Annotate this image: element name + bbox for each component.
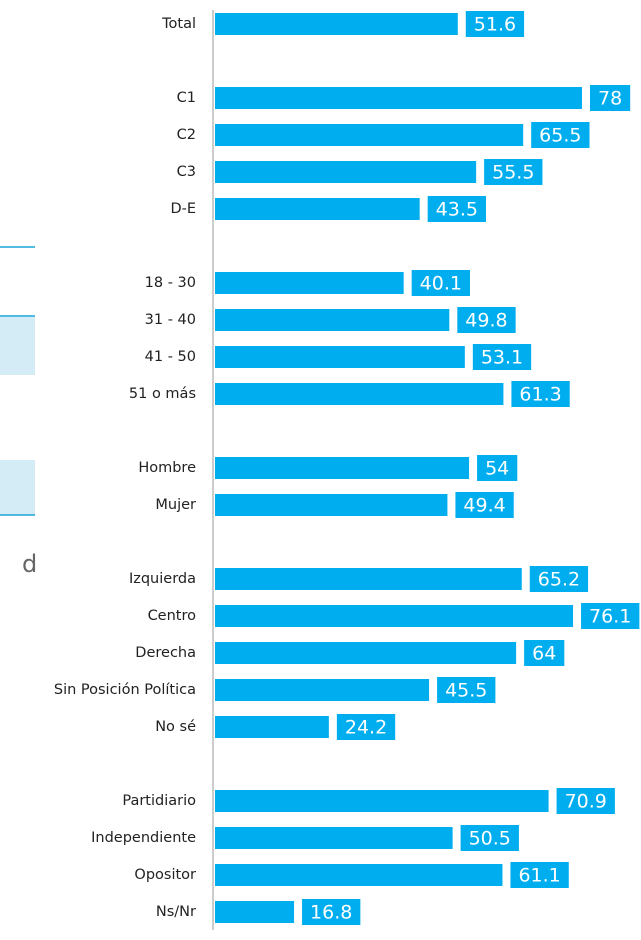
value-label-box <box>531 122 590 148</box>
bar <box>215 346 465 368</box>
value-label-box <box>455 492 514 518</box>
category-label: C2 <box>177 127 196 143</box>
category-label: Total <box>161 16 196 32</box>
value-label-box <box>524 640 565 666</box>
value-label: 54 <box>485 458 509 480</box>
value-label: 40.1 <box>420 273 462 295</box>
bar <box>215 198 420 220</box>
category-label: Ns/Nr <box>156 904 196 920</box>
value-label-box <box>589 85 631 111</box>
value-label: 50.5 <box>469 828 511 850</box>
value-label-box <box>437 677 496 703</box>
bar <box>215 605 574 627</box>
category-label: Derecha <box>135 645 196 661</box>
value-label: 45.5 <box>445 680 487 702</box>
value-label-box <box>581 603 640 629</box>
category-label: C3 <box>177 164 196 180</box>
value-label: 16.8 <box>310 902 352 924</box>
value-label-box <box>457 307 516 333</box>
bar <box>215 494 448 516</box>
bar <box>215 272 404 294</box>
bar <box>215 383 504 405</box>
value-label-box <box>529 566 589 592</box>
bar <box>215 13 458 35</box>
category-label: Sin Posición Política <box>54 682 196 698</box>
value-label-box <box>511 381 570 407</box>
value-label: 65.5 <box>539 125 581 147</box>
value-label-box <box>460 825 519 851</box>
value-label: 49.8 <box>465 310 507 332</box>
bar <box>215 87 582 109</box>
value-label: 51.6 <box>474 14 516 36</box>
value-label-box <box>302 899 361 925</box>
category-label: 51 o más <box>129 386 196 402</box>
bar <box>215 568 522 590</box>
category-label: 18 - 30 <box>145 275 196 291</box>
category-label: Hombre <box>138 460 196 476</box>
value-label: 49.4 <box>463 495 505 517</box>
bar <box>215 901 295 923</box>
value-label: 55.5 <box>492 162 534 184</box>
value-label: 76.1 <box>589 606 631 628</box>
value-label: 70.9 <box>565 791 607 813</box>
value-label-box <box>336 714 396 740</box>
value-label: 65.2 <box>538 569 580 591</box>
category-label: D-E <box>170 201 196 217</box>
bar <box>215 457 470 479</box>
value-label: 43.5 <box>436 199 478 221</box>
bar <box>215 309 450 331</box>
category-label: 41 - 50 <box>145 349 196 365</box>
bar <box>215 716 329 738</box>
bar <box>215 679 430 701</box>
category-label: Opositor <box>134 867 196 883</box>
value-label: 61.1 <box>518 865 560 887</box>
bar <box>215 827 453 849</box>
bar <box>215 864 503 886</box>
category-label: Izquierda <box>129 571 196 587</box>
value-label-box <box>556 788 615 814</box>
value-label-box <box>477 455 518 481</box>
category-label: Centro <box>148 608 197 624</box>
value-label-box <box>411 270 470 296</box>
value-label: 61.3 <box>519 384 561 406</box>
value-label: 78 <box>598 88 622 110</box>
value-label: 24.2 <box>345 717 387 739</box>
value-label: 53.1 <box>481 347 523 369</box>
value-label-box <box>427 196 486 222</box>
bar <box>215 790 549 812</box>
value-label-box <box>510 862 569 888</box>
category-label: Mujer <box>155 497 196 513</box>
value-label-box <box>472 344 532 370</box>
decor-box <box>0 317 35 375</box>
side-text: d <box>22 550 37 578</box>
value-label-box <box>484 159 543 185</box>
category-label: 31 - 40 <box>145 312 196 328</box>
category-label: C1 <box>177 90 196 106</box>
category-label: Independiente <box>91 830 196 846</box>
decor-box <box>0 460 35 515</box>
value-label: 64 <box>532 643 556 665</box>
category-label: No sé <box>155 719 196 735</box>
category-label: Partidiario <box>122 793 196 809</box>
bar <box>215 642 517 664</box>
bar <box>215 161 477 183</box>
bar <box>215 124 524 146</box>
value-label-box <box>465 11 525 37</box>
